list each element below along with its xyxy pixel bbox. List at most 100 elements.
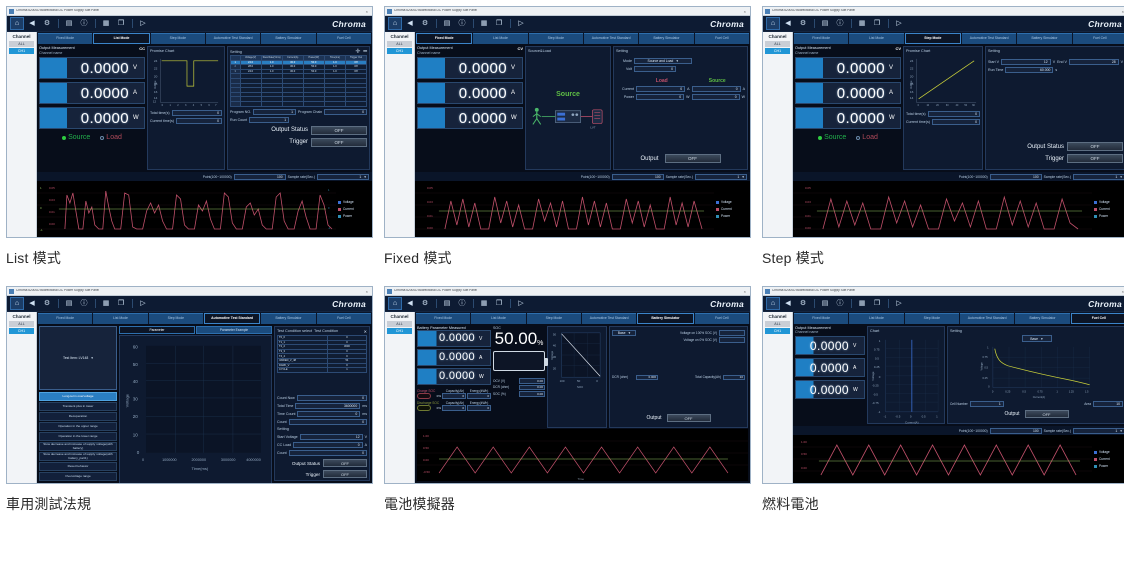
list-item[interactable]: Slow decrease and increase of supply vol… [39, 452, 117, 461]
grid-icon[interactable]: ▦ [480, 20, 488, 27]
close-icon[interactable]: × [365, 8, 368, 14]
end-v-input[interactable]: 28 [1068, 59, 1119, 65]
output-button[interactable]: OFF [664, 154, 721, 163]
run-icon[interactable]: ▷ [140, 300, 146, 307]
copy-icon[interactable]: ❐ [873, 20, 881, 27]
list-item[interactable]: Operation in the lower range [39, 432, 117, 441]
info-icon[interactable]: ⓘ [80, 20, 88, 27]
run-icon[interactable]: ▷ [518, 20, 524, 27]
grid-icon[interactable]: ▦ [102, 300, 110, 307]
radio-source[interactable]: Source [818, 134, 846, 141]
run-icon[interactable]: ▷ [140, 20, 146, 27]
report-icon[interactable]: ▤ [821, 20, 829, 27]
tab-fuel-cell[interactable]: Fuel Cell [1072, 33, 1124, 44]
run-icon[interactable]: ▷ [896, 300, 902, 307]
home-icon[interactable]: ⌂ [766, 17, 780, 30]
minus-icon[interactable]: ━ [363, 49, 367, 55]
tab-step-mode[interactable]: Step Mode [148, 313, 203, 324]
point-input[interactable]: 100 [233, 173, 286, 180]
copy-icon[interactable]: ❐ [495, 20, 503, 27]
sample-rate-select[interactable]: 1 [317, 173, 369, 180]
trigger-button[interactable]: OFF [1067, 154, 1123, 163]
run-time-input[interactable]: 60.000 [1005, 67, 1054, 73]
trigger-button[interactable]: OFF [323, 470, 367, 478]
tab-step-mode[interactable]: Step Mode [904, 313, 959, 324]
grid-icon[interactable]: ▦ [858, 20, 866, 27]
back-icon[interactable]: ◀ [785, 20, 791, 27]
subtab-parameter[interactable]: Parameter [119, 326, 195, 334]
output-status-button[interactable]: OFF [311, 125, 367, 135]
tab-list-mode[interactable]: List Mode [93, 33, 150, 44]
start-voltage-input[interactable]: 12 [299, 434, 363, 440]
tab-battery-simulator[interactable]: Battery Simulator [1017, 33, 1072, 44]
copy-icon[interactable]: ❐ [117, 300, 125, 307]
tab-list-mode[interactable]: List Mode [471, 313, 526, 324]
tab-battery-simulator[interactable]: Battery Simulator [1015, 313, 1070, 324]
sample-rate-select[interactable]: 1 [1073, 427, 1124, 434]
tab-fixed-mode[interactable]: Fixed Mode [794, 313, 849, 324]
source-current-input[interactable]: 0 [691, 86, 741, 92]
list-item[interactable]: Slow decrease and increase of supply vol… [39, 442, 117, 451]
tab-step-mode[interactable]: Step Mode [526, 313, 581, 324]
home-icon[interactable]: ⌂ [766, 297, 780, 310]
tab-list-mode[interactable]: List Mode [93, 313, 148, 324]
base-select[interactable]: Base [612, 330, 636, 336]
tab-step-mode[interactable]: Step Mode [904, 33, 961, 44]
tab-fixed-mode[interactable]: Fixed Mode [794, 33, 849, 44]
point-input[interactable]: 100 [989, 173, 1042, 180]
list-item[interactable]: Transient plus in lower [39, 402, 117, 411]
report-icon[interactable]: ▤ [65, 300, 73, 307]
run-count-input[interactable]: 1 [249, 116, 290, 123]
report-icon[interactable]: ▤ [65, 20, 73, 27]
test-condition-table[interactable]: T0_0 0 T1_1 0 T2_2 3000 T3_3 0 T4_4 0 VARIED_… [277, 335, 368, 373]
copy-icon[interactable]: ❐ [117, 20, 125, 27]
tab-list-mode[interactable]: List Mode [473, 33, 528, 44]
area-input[interactable]: 10 [1093, 401, 1123, 407]
back-icon[interactable]: ◀ [29, 20, 35, 27]
run-icon[interactable]: ▷ [518, 300, 524, 307]
channel-button-all[interactable]: ALL [765, 41, 790, 47]
channel-button-all[interactable]: ALL [9, 321, 34, 327]
back-icon[interactable]: ◀ [407, 300, 413, 307]
settings-icon[interactable]: ⚙ [799, 300, 807, 307]
back-icon[interactable]: ◀ [407, 20, 413, 27]
sample-rate-select[interactable]: 1 [1073, 173, 1124, 180]
tab-fuel-cell[interactable]: Fuel Cell [694, 313, 749, 324]
report-icon[interactable]: ▤ [443, 300, 451, 307]
trigger-button[interactable]: OFF [311, 137, 367, 147]
info-icon[interactable]: ⓘ [458, 300, 466, 307]
info-icon[interactable]: ⓘ [836, 20, 844, 27]
info-icon[interactable]: ⓘ [836, 300, 844, 307]
tab-battery-simulator[interactable]: Battery Simulator [261, 33, 316, 44]
settings-icon[interactable]: ⚙ [43, 20, 51, 27]
tab-automotive-test-standard[interactable]: Automotive Test Standard [203, 313, 261, 324]
tab-fixed-mode[interactable]: Fixed Mode [38, 313, 93, 324]
voltage-100-input[interactable] [719, 330, 745, 336]
channel-button-ch1[interactable]: CH1 [387, 48, 412, 54]
tab-battery-simulator[interactable]: Battery Simulator [261, 313, 316, 324]
list-setting-table[interactable]: Voltage(V) Slew Rate(V/ms) Current(A) Po… [230, 55, 368, 107]
tab-automotive-test-standard[interactable]: Automotive Test Standard [581, 313, 637, 324]
radio-load[interactable]: Load [100, 134, 122, 141]
tab-fixed-mode[interactable]: Fixed Mode [38, 33, 93, 44]
output-button[interactable]: OFF [1024, 410, 1069, 418]
test-condition-select-label[interactable]: Test Condition select [277, 329, 313, 333]
list-item[interactable]: Overvoltage range [39, 472, 117, 481]
source-power-input[interactable]: 0 [691, 94, 740, 100]
list-item[interactable]: Long-term overvoltage [39, 392, 117, 401]
tab-automotive-test-standard[interactable]: Automotive Test Standard [583, 33, 639, 44]
tab-step-mode[interactable]: Step Mode [150, 33, 205, 44]
channel-button-all[interactable]: ALL [387, 321, 412, 327]
channel-button-ch1[interactable]: CH1 [765, 328, 790, 334]
count-input-2[interactable]: 0 [288, 450, 367, 456]
channel-button-all[interactable]: ALL [765, 321, 790, 327]
plus-icon[interactable]: ✛ [355, 49, 361, 55]
close-icon[interactable]: × [743, 288, 746, 294]
cc-load-input[interactable]: 0 [293, 442, 363, 448]
radio-load[interactable]: Load [856, 134, 878, 141]
home-icon[interactable]: ⌂ [10, 297, 24, 310]
info-icon[interactable]: ⓘ [458, 20, 466, 27]
close-icon[interactable]: × [1121, 8, 1124, 14]
copy-icon[interactable]: ❐ [495, 300, 503, 307]
home-icon[interactable]: ⌂ [10, 17, 24, 30]
